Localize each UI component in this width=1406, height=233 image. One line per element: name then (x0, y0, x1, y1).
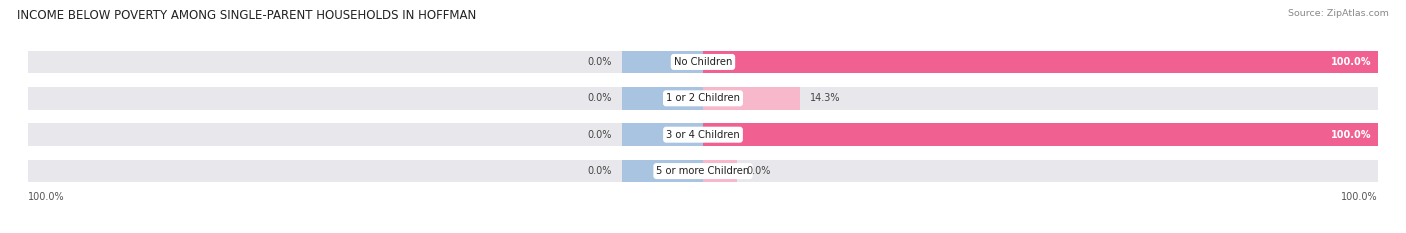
Bar (28, 123, 1378, 146)
Text: 100.0%: 100.0% (1330, 130, 1371, 140)
Bar (28, 160, 1378, 182)
Text: 100.0%: 100.0% (1330, 57, 1371, 67)
Text: 1 or 2 Children: 1 or 2 Children (666, 93, 740, 103)
Text: 0.0%: 0.0% (588, 130, 612, 140)
Text: 0.0%: 0.0% (588, 57, 612, 67)
Text: 0.0%: 0.0% (588, 166, 612, 176)
Bar (28, 87, 1378, 110)
Bar (703, 51, 1378, 73)
Bar (621, 51, 703, 73)
Text: 14.3%: 14.3% (810, 93, 841, 103)
Bar (703, 160, 737, 182)
Text: 5 or more Children: 5 or more Children (657, 166, 749, 176)
Bar (621, 123, 703, 146)
Text: INCOME BELOW POVERTY AMONG SINGLE-PARENT HOUSEHOLDS IN HOFFMAN: INCOME BELOW POVERTY AMONG SINGLE-PARENT… (17, 9, 477, 22)
Text: 0.0%: 0.0% (747, 166, 772, 176)
Bar (621, 160, 703, 182)
Bar (28, 51, 1378, 73)
Bar (703, 87, 800, 110)
Bar (703, 123, 1378, 146)
Text: Source: ZipAtlas.com: Source: ZipAtlas.com (1288, 9, 1389, 18)
Text: 0.0%: 0.0% (588, 93, 612, 103)
Bar (621, 87, 703, 110)
Text: 100.0%: 100.0% (28, 192, 65, 202)
Text: 100.0%: 100.0% (1341, 192, 1378, 202)
Text: No Children: No Children (673, 57, 733, 67)
Text: 3 or 4 Children: 3 or 4 Children (666, 130, 740, 140)
